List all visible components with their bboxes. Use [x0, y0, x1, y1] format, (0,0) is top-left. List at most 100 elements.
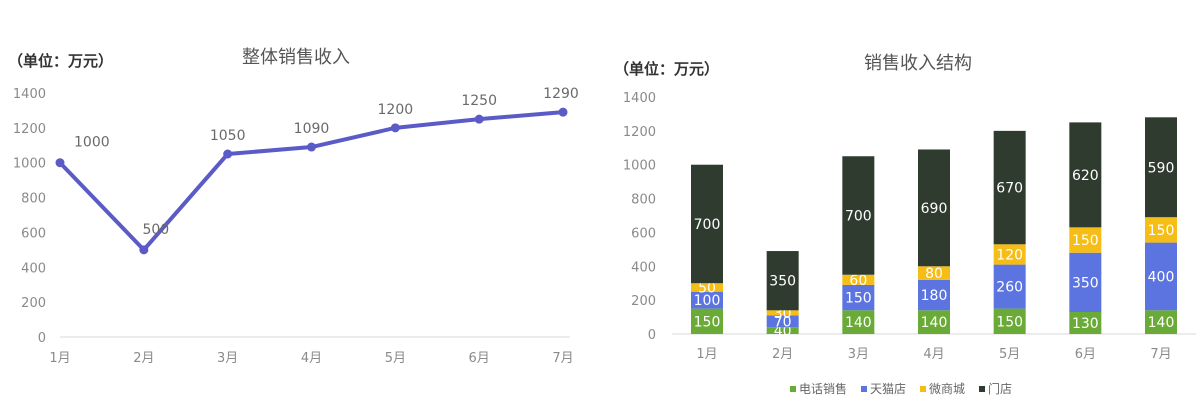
stacked-bar-segment [1069, 311, 1102, 334]
right-y-tick-label: 1400 [623, 91, 656, 106]
bar-data-label: 700 [694, 217, 721, 233]
right-y-axis: 0 200 400 600 800 1000 1200 1400 [623, 91, 1196, 343]
right-y-tick-label: 200 [631, 294, 656, 309]
legend-swatch [861, 386, 867, 392]
bar-data-label: 70 [774, 314, 792, 330]
right-y-tick-label: 800 [631, 193, 656, 208]
bar-data-label: 690 [921, 201, 948, 217]
bar-data-label: 350 [769, 274, 796, 290]
line-point [223, 149, 233, 159]
bar-data-label: 130 [1072, 316, 1099, 332]
stacked-bar-segment [993, 244, 1026, 265]
right-x-tick-label: 6月 [1075, 347, 1096, 362]
line-point [55, 158, 65, 168]
bar-data-label: 590 [1148, 160, 1175, 176]
bar-data-label: 140 [845, 315, 872, 331]
line-data-label: 1050 [210, 128, 246, 144]
left-x-tick-label: 3月 [217, 351, 238, 366]
stacked-bar-segment [766, 315, 799, 328]
bar-data-label: 150 [1148, 223, 1175, 239]
left-plot-area: 1000 500 1050 1090 1200 1250 1290 [55, 86, 579, 255]
line-point [558, 107, 568, 117]
line-point [139, 245, 149, 255]
line-data-label: 1000 [74, 135, 110, 151]
left-y-tick-label: 1200 [13, 122, 46, 137]
legend: 电话销售 天猫店 微商城 门店 [790, 381, 1012, 396]
bar-data-label: 150 [1072, 233, 1099, 249]
bar-data-label: 50 [698, 280, 716, 296]
bar-data-label: 150 [845, 291, 872, 307]
legend-swatch [920, 386, 926, 392]
left-y-tick-label: 0 [38, 331, 46, 346]
legend-swatch [790, 386, 796, 392]
right-x-tick-label: 7月 [1150, 347, 1171, 362]
stacked-bar-segment [918, 279, 950, 311]
line-data-label: 1200 [378, 102, 414, 118]
right-x-tick-label: 3月 [848, 347, 869, 362]
stacked-bar-segment [766, 310, 799, 316]
bar-data-label: 140 [1148, 315, 1175, 331]
left-unit-label: （单位：万元） [8, 52, 113, 70]
line-point [474, 114, 484, 124]
stacked-bar-segment [1069, 252, 1102, 312]
right-y-tick-label: 1000 [623, 159, 656, 174]
line-point [307, 142, 316, 152]
left-y-tick-label: 800 [21, 192, 46, 207]
bar-data-label: 120 [996, 247, 1023, 263]
bar-data-label: 60 [849, 273, 867, 289]
stacked-bar-segment [1145, 310, 1177, 334]
right-chart-title: 销售收入结构 [864, 53, 972, 74]
stacked-bar-segment [1069, 227, 1102, 253]
stacked-bar-segment [766, 327, 799, 334]
bar-data-label: 700 [845, 209, 872, 225]
right-y-tick-label: 0 [648, 328, 656, 343]
stacked-bar-segment [918, 149, 950, 267]
left-y-tick-label: 1400 [13, 87, 46, 102]
stacked-bar-segment [842, 284, 875, 311]
stacked-bar-segment [842, 274, 875, 285]
line-data-label: 500 [142, 222, 169, 238]
left-x-tick-label: 5月 [385, 351, 406, 366]
right-y-tick-label: 400 [631, 260, 656, 275]
stacked-bar-segment [691, 164, 723, 284]
stacked-bar-segment [1145, 217, 1177, 243]
stacked-bar-segment [1069, 122, 1102, 228]
line-data-label: 1250 [461, 93, 497, 109]
stacked-bar-segment [993, 130, 1026, 245]
left-x-tick-label: 4月 [301, 351, 322, 366]
line-data-label: 1090 [294, 121, 330, 137]
right-unit-label: （单位：万元） [614, 60, 719, 78]
right-plot-area: 1501005070040703035014015060700140180806… [691, 117, 1177, 340]
bar-data-label: 150 [694, 314, 721, 330]
bar-data-label: 620 [1072, 168, 1099, 184]
right-y-tick-label: 600 [631, 226, 656, 241]
legend-swatch [979, 386, 985, 392]
right-x-tick-label: 2月 [772, 347, 793, 362]
legend-label: 门店 [988, 381, 1012, 396]
left-y-axis: 0 200 400 600 800 1000 1200 1400 [13, 87, 570, 346]
legend-label: 天猫店 [870, 382, 906, 396]
left-y-tick-label: 1000 [13, 157, 46, 172]
bar-data-label: 100 [694, 293, 721, 309]
line-data-label: 1290 [543, 86, 579, 102]
left-x-axis: 1月 2月 3月 4月 5月 6月 7月 [49, 351, 573, 366]
legend-label: 微商城 [929, 381, 965, 396]
left-y-tick-label: 600 [21, 226, 46, 241]
left-y-tick-label: 400 [21, 261, 46, 276]
left-x-tick-label: 6月 [469, 351, 490, 366]
stacked-bar-segment [842, 310, 875, 334]
right-x-axis: 1月 2月 3月 4月 5月 6月 7月 [696, 347, 1171, 362]
right-x-tick-label: 5月 [999, 347, 1020, 362]
left-x-tick-label: 7月 [552, 351, 573, 366]
legend-label: 电话销售 [799, 381, 847, 396]
bar-data-label: 150 [996, 314, 1023, 330]
stacked-bar-segment [918, 266, 950, 280]
stacked-bar-segment [691, 283, 723, 292]
right-y-tick-label: 1200 [623, 125, 656, 140]
stacked-bar-segment [1145, 242, 1177, 311]
stacked-bar-segment [842, 156, 875, 275]
bar-data-label: 260 [996, 280, 1023, 296]
stacked-bar-segment [993, 308, 1026, 334]
